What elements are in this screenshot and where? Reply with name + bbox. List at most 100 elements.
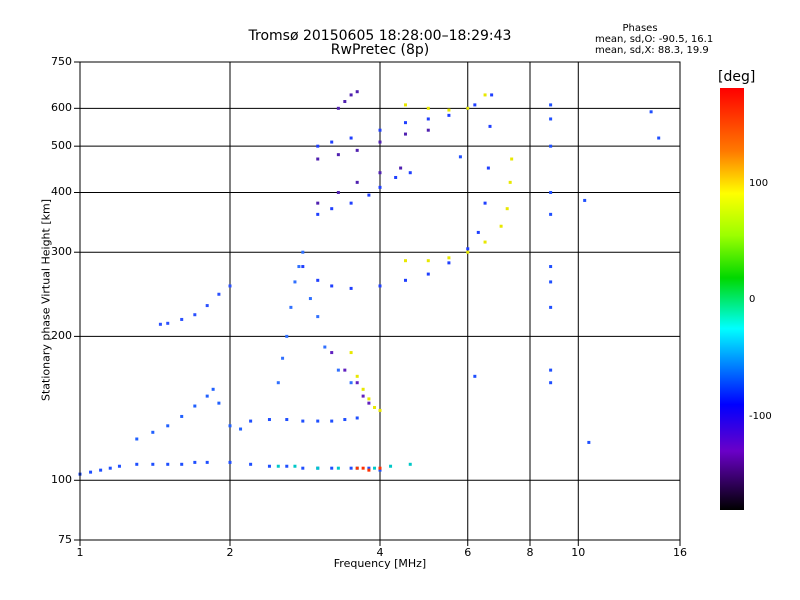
echo-point [483,240,487,244]
echo-point [301,466,305,470]
echo-point [205,394,209,398]
echo-point [399,166,403,170]
echo-point [193,460,197,464]
echo-point [657,136,661,140]
echo-point [549,212,553,216]
echo-point [426,117,430,121]
echo-point [355,374,359,378]
echo-point [89,470,93,474]
echo-point [117,464,121,468]
y-tick-label: 750 [51,55,72,68]
echo-point [166,462,170,466]
echo-point [403,103,407,107]
y-tick-label: 100 [51,473,72,487]
echo-point [426,272,430,276]
echo-point [166,424,170,428]
echo-point [276,464,280,468]
echo-point [510,157,514,161]
y-tick-label: 300 [51,245,72,259]
x-tick-label: 4 [376,546,384,559]
echo-point [180,414,184,418]
echo-point [151,462,155,466]
echo-point [211,387,215,391]
echo-point [330,140,334,144]
echo-point [549,368,553,372]
echo-point [458,155,462,159]
echo-point [276,381,280,385]
echo-point [389,464,393,468]
echo-point [403,132,407,136]
echo-point [316,466,320,470]
echo-point [447,108,451,112]
echo-point [426,106,430,110]
echo-point [285,464,289,468]
echo-point [281,356,285,360]
x-tick-label: 2 [226,546,234,559]
echo-point [508,180,512,184]
echo-point [473,374,477,378]
echo-point [367,397,371,401]
echo-point [549,103,553,107]
echo-point [378,468,382,472]
x-axis-label: Frequency [MHz] [333,557,427,570]
echo-point [336,153,340,157]
echo-point [349,136,353,140]
echo-point [355,148,359,152]
echo-point [355,381,359,385]
echo-point [289,305,293,309]
echo-point [367,466,371,470]
echo-point [217,401,221,405]
echo-point [336,466,340,470]
y-tick-label: 500 [51,139,72,153]
echo-point [355,90,359,94]
echo-point [378,185,382,189]
echo-point [293,464,297,468]
echo-point [378,284,382,288]
echo-point [330,284,334,288]
echo-point [316,201,320,205]
y-tick-label: 400 [51,185,72,199]
y-axis-label: Stationary phase Virtual Height [km] [39,198,53,402]
data-points [78,90,661,476]
echo-point [488,124,492,128]
echo-point [228,424,232,428]
echo-point [587,440,591,444]
colorbar [720,88,744,510]
echo-point [373,466,377,470]
echo-point [316,144,320,148]
echo-point [193,313,197,317]
echo-point [228,284,232,288]
echo-point [285,418,289,422]
x-tick-label: 8 [526,546,534,559]
echo-point [447,261,451,265]
colorbar-tick-100: 100 [749,178,769,189]
echo-point [355,180,359,184]
phases-x-stats: mean, sd,X: 88.3, 19.9 [595,45,709,56]
echo-point [483,201,487,205]
echo-point [336,368,340,372]
echo-point [367,193,371,197]
echo-point [158,322,162,326]
x-tick-label: 6 [464,546,472,559]
echo-point [267,464,271,468]
echo-point [205,460,209,464]
echo-point [583,198,587,202]
echo-point [316,157,320,161]
echo-point [378,128,382,132]
echo-point [349,381,353,385]
echo-point [99,468,103,472]
y-tick-label: 75 [58,533,72,546]
echo-point [403,278,407,282]
echo-point [267,418,271,422]
echo-point [355,416,359,420]
echo-point [316,212,320,216]
echo-point [180,317,184,321]
echo-point [308,297,312,301]
echo-point [249,419,253,423]
echo-point [483,93,487,97]
echo-point [486,166,490,170]
echo-point [151,430,155,434]
echo-point [499,224,503,228]
x-tick-label: 1 [76,546,84,559]
